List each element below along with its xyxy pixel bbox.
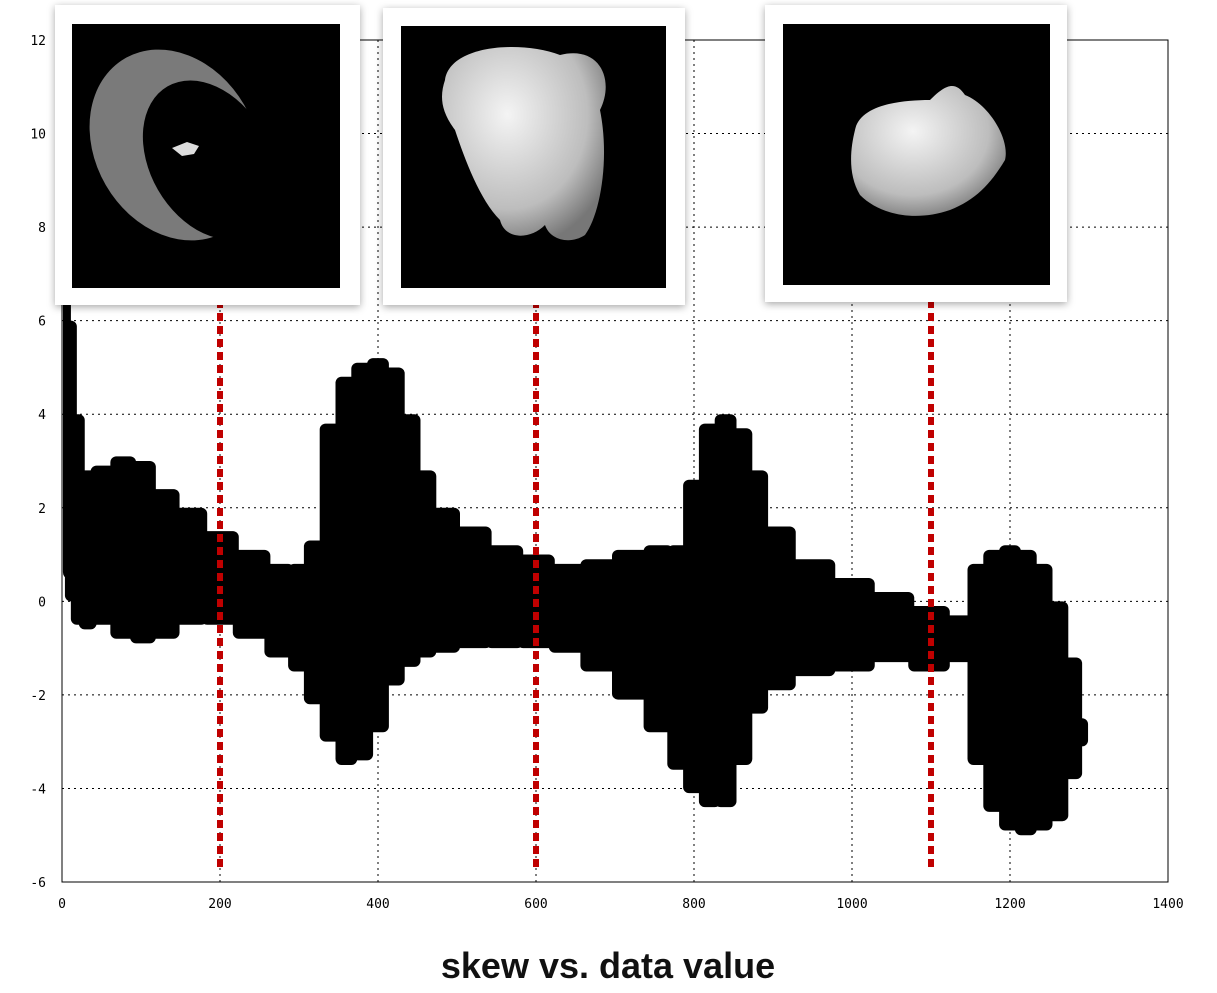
x-tick-label: 0: [58, 897, 66, 912]
point-cloud: [790, 559, 836, 676]
y-tick-label: 12: [30, 34, 46, 49]
x-tick-label: 1400: [1152, 897, 1183, 912]
y-tick-label: 0: [38, 595, 46, 610]
y-tick-label: 4: [38, 408, 46, 423]
x-tick-label: 200: [208, 897, 231, 912]
x-tick-label: 400: [366, 897, 389, 912]
y-tick-label: 10: [30, 128, 46, 143]
x-tick-label: 1000: [836, 897, 867, 912]
y-tick-label: -4: [30, 782, 46, 797]
x-tick-label: 600: [524, 897, 547, 912]
chart: -6 -4 -2 0 2 4 6 8 10 12 0 200 400 600 800 1000 1200 1400…: [0, 0, 1217, 993]
thumbnail: [55, 5, 360, 305]
y-tick-label: 2: [38, 502, 46, 517]
thumbnail: [765, 5, 1067, 302]
y-tick-label: 8: [38, 221, 46, 236]
point-cloud: [1076, 718, 1088, 746]
point-cloud: [869, 592, 915, 662]
y-tick-label: -2: [30, 689, 46, 704]
point-cloud: [1062, 657, 1082, 779]
y-tick-label: -6: [30, 876, 46, 891]
chart-title: skew vs. data value: [441, 945, 775, 986]
thumbnails: [55, 5, 1067, 305]
y-tick-label: 6: [38, 315, 46, 330]
x-tick-label: 1200: [994, 897, 1025, 912]
x-tick-label: 800: [682, 897, 705, 912]
thumbnail: [383, 8, 685, 305]
point-cloud: [829, 578, 875, 672]
